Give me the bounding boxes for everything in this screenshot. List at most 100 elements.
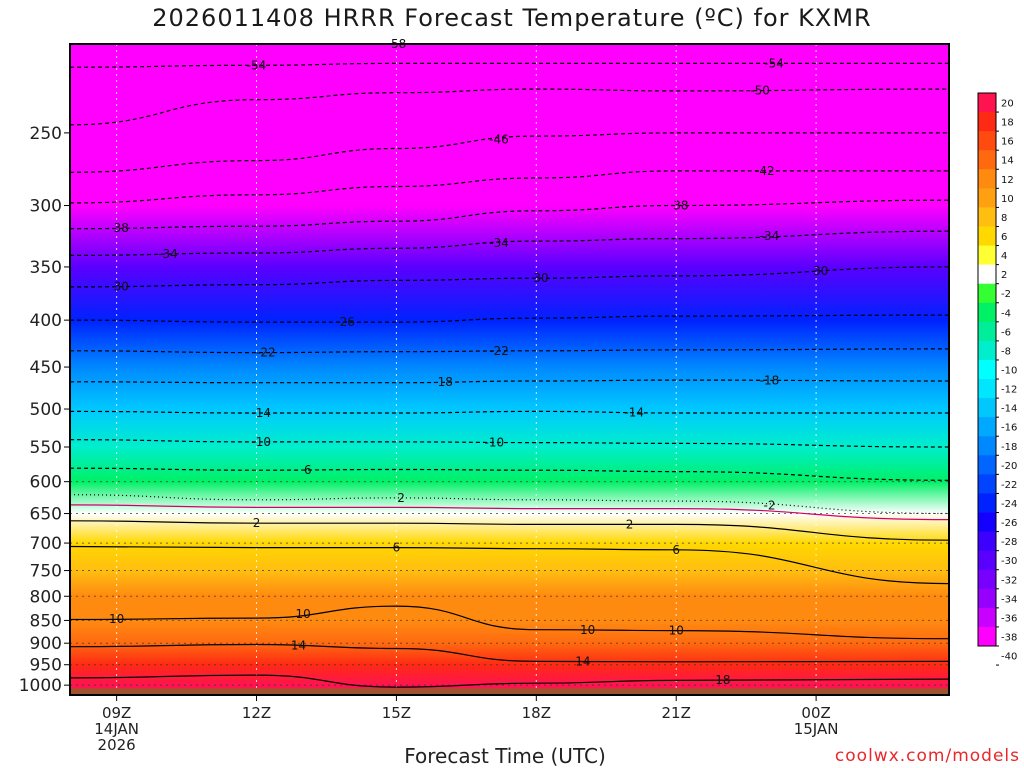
colorbar-swatch: [978, 226, 996, 247]
colorbar-swatch: [978, 169, 996, 189]
colorbar-swatch: [978, 340, 996, 361]
colorbar-swatch: [978, 512, 996, 533]
colorbar-swatch: [978, 379, 996, 399]
contour-line: [70, 132, 949, 173]
x-tick-label: 15JAN: [794, 720, 839, 738]
colorbar-label: -18: [1001, 442, 1017, 453]
contour-label: -34: [489, 236, 509, 250]
y-tick-label: 650: [30, 505, 62, 525]
colorbar-label: 14: [1001, 156, 1014, 167]
y-tick-label: 300: [30, 197, 62, 217]
colorbar-label: 6: [1001, 232, 1007, 243]
colorbar-swatch: [978, 188, 996, 208]
contour-line: [70, 348, 949, 354]
contour-label: -10: [251, 435, 271, 449]
y-tick-label: 950: [30, 656, 62, 676]
colorbar-label: -4: [1001, 308, 1011, 319]
contour-label: 38: [114, 221, 129, 235]
contour-label: 14: [575, 655, 590, 669]
colorbar-swatch: [978, 93, 996, 113]
contour-line: [70, 170, 949, 204]
contour-label: -14: [624, 406, 644, 420]
colorbar-label: -32: [1001, 575, 1017, 586]
contour-line: [70, 439, 949, 448]
colorbar-swatch: [978, 531, 996, 552]
contour-label: -22: [489, 344, 509, 358]
plot-background: [70, 44, 949, 695]
x-tick-label: 00Z: [801, 704, 830, 722]
colorbar-swatch: [978, 607, 996, 628]
colorbar-label: -16: [1001, 423, 1017, 434]
y-tick-label: 750: [30, 562, 62, 582]
contour-line: [70, 62, 949, 68]
contour-label: 6: [304, 463, 312, 477]
contour-line: [70, 545, 949, 585]
axes: [69, 43, 950, 696]
colorbar-label: -12: [1001, 385, 1017, 396]
y-tick-label: 250: [30, 124, 62, 144]
contour-label: -54: [247, 58, 267, 72]
contour-label: 30: [533, 271, 548, 285]
contour-line: [70, 379, 949, 384]
colorbar-label: -28: [1001, 537, 1017, 548]
contour-label: 2: [626, 517, 634, 531]
y-tick-label: 900: [30, 634, 62, 654]
y-tick-label: 600: [30, 473, 62, 493]
colorbar-label: 10: [1001, 194, 1014, 205]
contour-label: -14: [251, 406, 271, 420]
contour-line: [70, 410, 949, 414]
colorbar-swatch: [978, 302, 996, 323]
colorbar-label: 2: [1001, 270, 1007, 281]
contour-line: [70, 467, 949, 481]
colorbar-label: 16: [1001, 137, 1014, 148]
colorbar-label: -2: [1001, 289, 1011, 300]
contour-label: 10: [669, 624, 684, 638]
colorbar-label: -6: [1001, 327, 1011, 338]
colorbar-swatch: [978, 264, 996, 285]
colorbar-swatch: [978, 150, 996, 170]
y-tick-label: 1000: [19, 676, 62, 696]
credit-text: coolwx.com/models: [834, 746, 1020, 766]
contour-label: 14: [291, 639, 306, 653]
colorbar-label: 8: [1001, 213, 1007, 224]
contour-label: -18: [760, 373, 780, 387]
contour-label: 38: [673, 198, 688, 212]
colorbar-swatch: [978, 436, 996, 456]
contour-label: 10: [109, 612, 124, 626]
contour-line: [70, 230, 949, 256]
x-tick-label: 21Z: [662, 704, 691, 722]
colorbar-label: -14: [1001, 404, 1017, 415]
colorbar-swatch: [978, 283, 996, 304]
contour-label: -46: [489, 132, 509, 146]
colorbar-label: -8: [1001, 346, 1011, 357]
x-tick-label: 12Z: [242, 704, 271, 722]
colorbar-label: -40: [1001, 652, 1017, 663]
colorbar-swatch: [978, 207, 996, 227]
colorbar: 20 18 16 14 12 10 8 6 4 2 -2 -4 -6 -8 -10 -12 -14 -16 -18 -…: [977, 92, 1017, 666]
contour-label: -42: [755, 164, 775, 178]
chart-title: 2026011408 HRRR Forecast Temperature (ºC…: [152, 4, 872, 32]
colorbar-label: 18: [1001, 118, 1014, 129]
colorbar-swatch: [978, 493, 996, 514]
y-tick-label: 500: [30, 400, 62, 420]
contour-label: -10: [485, 435, 505, 449]
y-tick-label: 800: [30, 587, 62, 607]
y-tick-label: 450: [30, 358, 62, 378]
colorbar-swatch: [978, 131, 996, 151]
colorbar-label: 4: [1001, 251, 1007, 262]
colorbar-swatch: [978, 398, 996, 418]
contour-label: -54: [764, 56, 784, 70]
x-tick-label: 18Z: [522, 704, 551, 722]
contour-label: 30: [813, 264, 828, 278]
contour-label: -18: [433, 375, 453, 389]
colorbar-label: -10: [1001, 366, 1017, 377]
ground-fill: [70, 688, 949, 695]
contour-label: -34: [158, 247, 178, 261]
colorbar-label: -34: [1001, 594, 1017, 605]
x-tick-label: 2026: [98, 736, 136, 754]
y-tick-label: 700: [30, 534, 62, 554]
colorbar-swatch: [978, 455, 996, 475]
contour-label: -2: [763, 498, 775, 512]
